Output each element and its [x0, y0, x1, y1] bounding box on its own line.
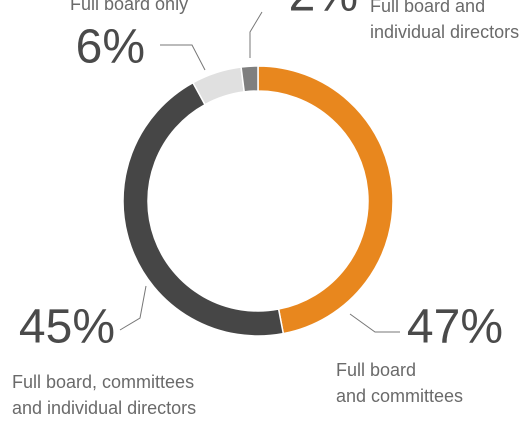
category-label: Full board, committees and individual di… [12, 372, 197, 418]
category-label: Full board and committees [336, 360, 464, 406]
leader-line [119, 285, 147, 331]
donut-segment [240, 65, 259, 93]
value-label: 45% [19, 301, 115, 354]
leader-line [349, 313, 400, 333]
donut-segment [122, 81, 285, 337]
category-label: Full board only [70, 0, 189, 14]
donut-segment [257, 65, 394, 335]
value-label: 6% [76, 21, 145, 74]
leader-line [160, 44, 206, 71]
category-label: Full board and individual directors [370, 0, 520, 42]
value-label: 2% [289, 0, 358, 22]
value-label: 47% [407, 301, 503, 354]
leader-line [249, 11, 263, 58]
